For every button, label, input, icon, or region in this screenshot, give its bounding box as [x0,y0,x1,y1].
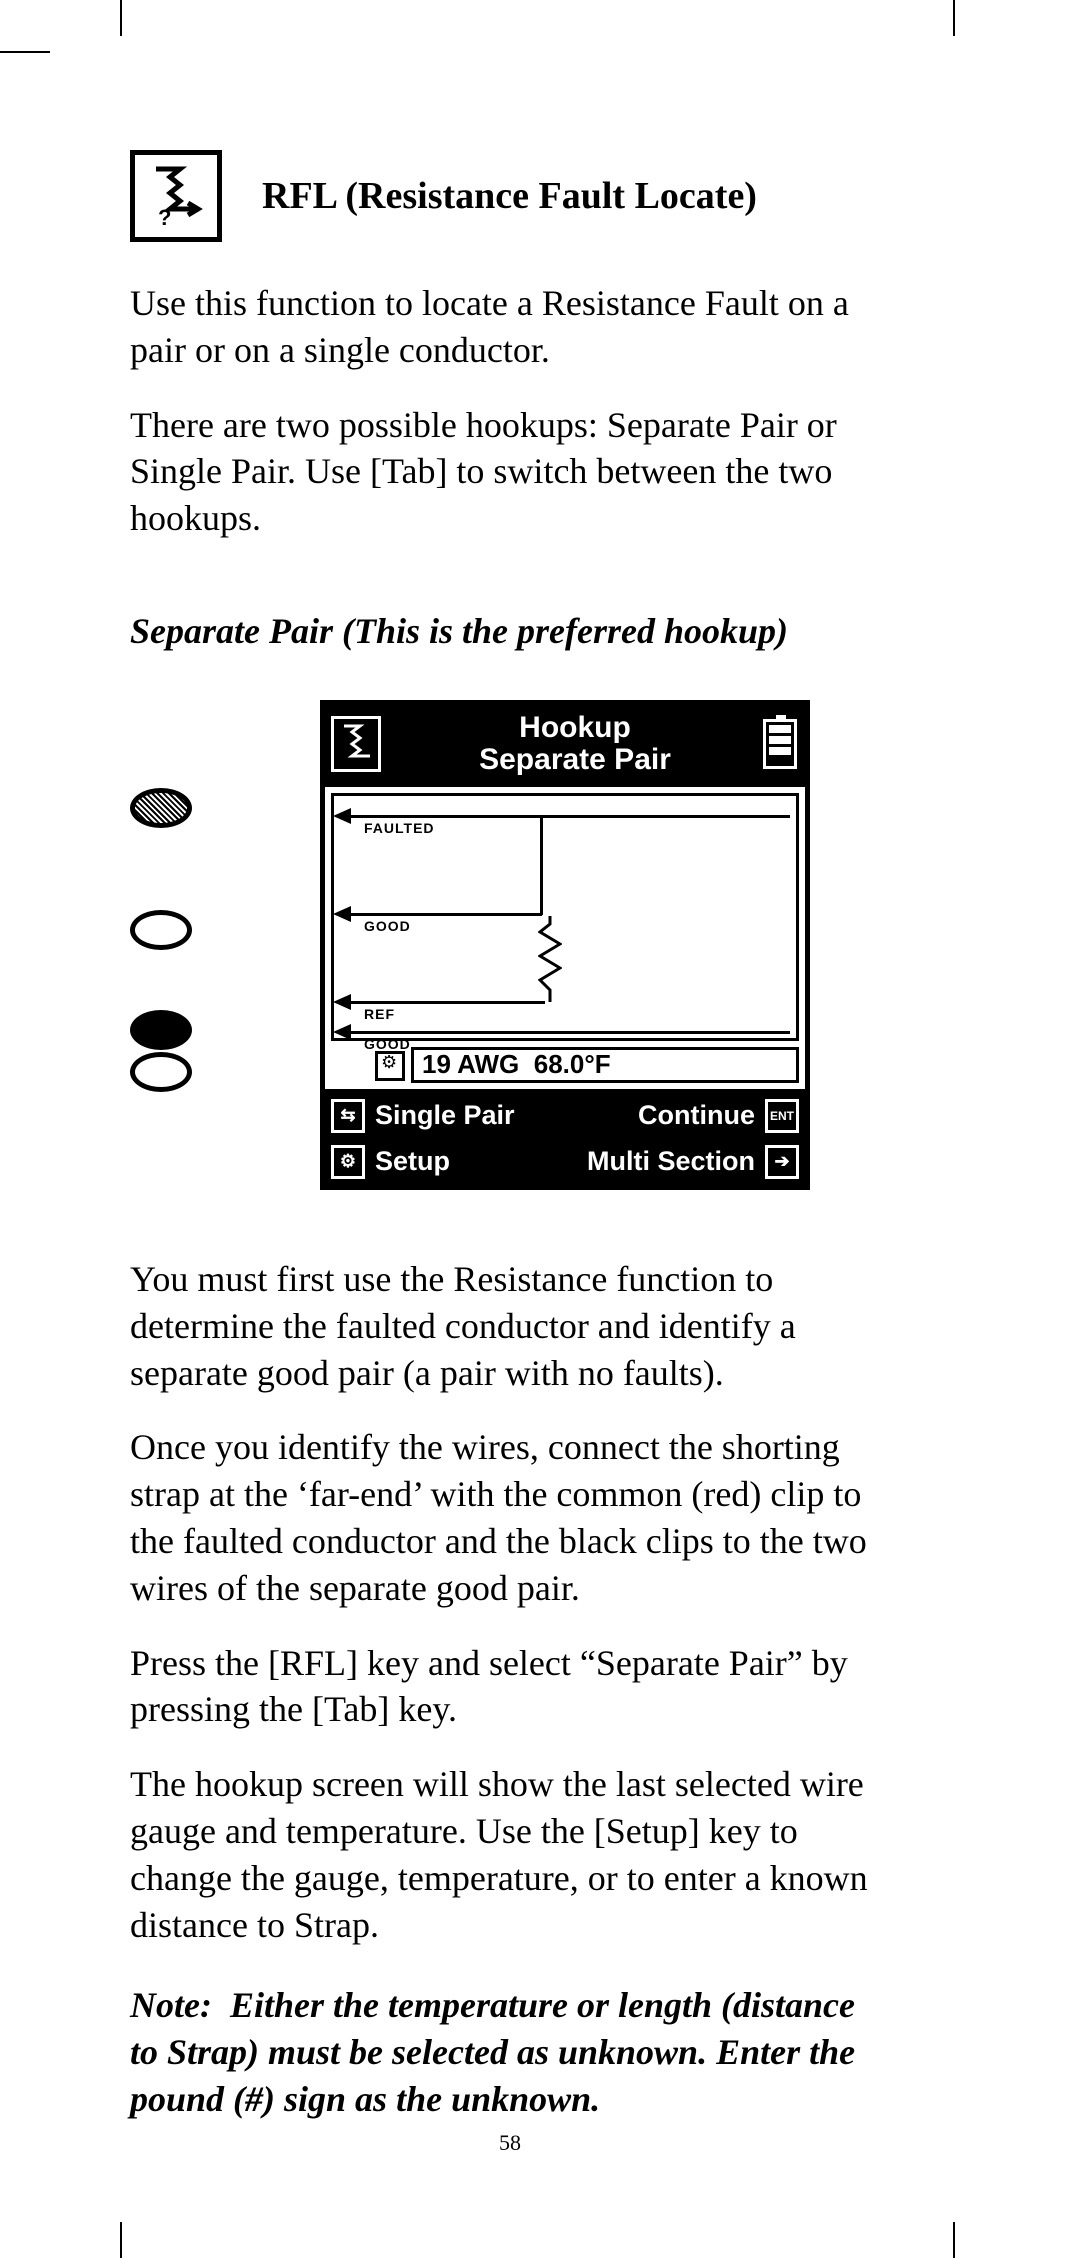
wire-good1 [350,913,542,916]
rfl-icon: ? [130,150,222,242]
clip-black-icon [130,1010,192,1050]
crop-mark [120,0,122,36]
clip-yellow-icon [130,1052,192,1092]
crop-mark [120,2222,122,2258]
paragraph: The hookup screen will show the last sel… [130,1761,890,1948]
page-content: ? RFL (Resistance Fault Locate) Use this… [130,150,890,2123]
softkey-setup: Setup [375,1146,450,1177]
setup-small-icon [375,1051,405,1081]
clip-green-icon [130,910,192,950]
rfl-mini-icon [331,716,381,772]
wire-good2 [350,1031,790,1034]
softkey-multi-section: Multi Section [587,1146,755,1177]
battery-icon [763,719,797,769]
resistor-icon [538,916,562,1002]
title-row: ? RFL (Resistance Fault Locate) [130,150,890,242]
tab-key-icon: ⇆ [331,1099,365,1133]
wire-ref [350,1001,545,1004]
softkey-single-pair: Single Pair [375,1100,515,1131]
arrow-icon [333,1024,351,1040]
arrow-icon [333,994,351,1010]
screen-title-line2: Separate Pair [387,744,763,776]
device-screen: Hookup Separate Pair FAULTED GOOD [320,700,810,1190]
crop-mark [953,0,955,36]
note-paragraph: Note: Either the temperature or length (… [130,1982,890,2122]
footer-row-2: ⚙ Setup Multi Section ➔ [325,1139,805,1185]
note-body: Either the temperature or length (distan… [130,1985,855,2119]
wire-box: FAULTED GOOD REF [331,793,799,1041]
paragraph: Once you identify the wires, connect the… [130,1424,890,1611]
screen-title: Hookup Separate Pair [387,712,763,775]
arrow-right-key-icon: ➔ [765,1145,799,1179]
paragraph: Press the [RFL] key and select “Separate… [130,1640,890,1734]
page-number: 58 [130,2130,890,2156]
ent-key-icon: ENT [765,1099,799,1133]
svg-text:?: ? [158,205,171,229]
paragraph: There are two possible hookups: Separate… [130,402,890,542]
gauge-temp-box: 19 AWG 68.0°F [411,1047,799,1083]
paragraph: Use this function to locate a Resistance… [130,280,890,374]
connector-line [540,815,543,915]
hookup-figure: Hookup Separate Pair FAULTED GOOD [210,700,810,1190]
paragraph: You must first use the Resistance functi… [130,1256,890,1396]
wire-label-good2: GOOD [364,1036,411,1052]
wire-label-faulted: FAULTED [364,820,435,836]
clip-red-icon [130,788,192,828]
wire-faulted [350,815,790,818]
screen-wiring-area: FAULTED GOOD REF [325,783,805,1093]
arrow-icon [333,808,351,824]
footer-row-1: ⇆ Single Pair Continue ENT [325,1093,805,1139]
gauge-temp-text: 19 AWG 68.0°F [422,1049,611,1080]
crop-mark [0,51,50,53]
setup-key-icon: ⚙ [331,1145,365,1179]
softkey-continue: Continue [638,1100,755,1131]
wire-label-good: GOOD [364,918,411,934]
section-title: RFL (Resistance Fault Locate) [262,174,757,218]
wire-label-ref: REF [364,1006,395,1022]
crop-mark [953,2222,955,2258]
note-label: Note: [130,1985,230,2025]
screen-title-line1: Hookup [387,712,763,744]
screen-footer: ⇆ Single Pair Continue ENT ⚙ Setup Multi… [325,1093,805,1185]
screen-header: Hookup Separate Pair [325,705,805,783]
subheading: Separate Pair (This is the preferred hoo… [130,610,890,652]
arrow-icon [333,906,351,922]
